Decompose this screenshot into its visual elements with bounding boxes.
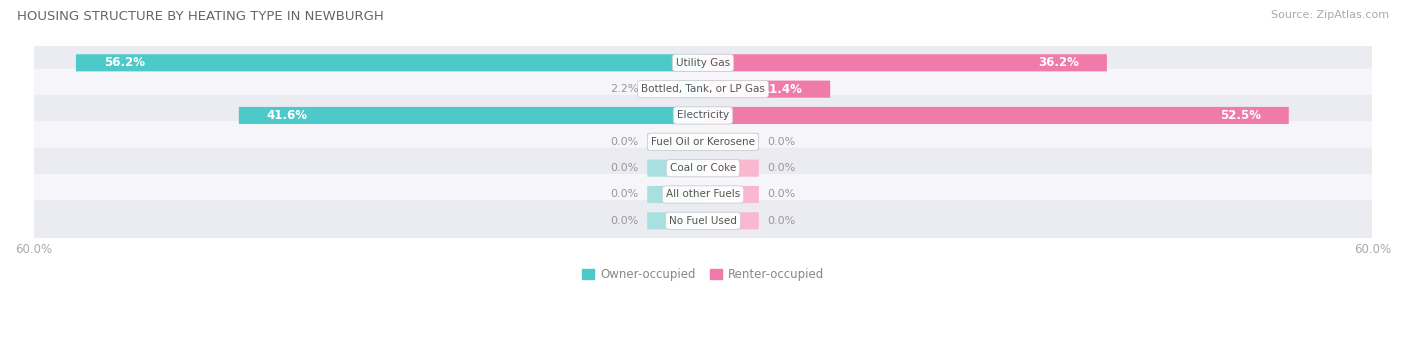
- Text: 56.2%: 56.2%: [104, 56, 145, 69]
- Text: 0.0%: 0.0%: [768, 163, 796, 173]
- Text: 0.0%: 0.0%: [768, 190, 796, 199]
- Text: Source: ZipAtlas.com: Source: ZipAtlas.com: [1271, 10, 1389, 20]
- FancyBboxPatch shape: [30, 69, 1376, 110]
- FancyBboxPatch shape: [647, 186, 703, 203]
- FancyBboxPatch shape: [30, 174, 1376, 215]
- Text: 0.0%: 0.0%: [768, 216, 796, 226]
- FancyBboxPatch shape: [30, 42, 1376, 83]
- Text: HOUSING STRUCTURE BY HEATING TYPE IN NEWBURGH: HOUSING STRUCTURE BY HEATING TYPE IN NEW…: [17, 10, 384, 23]
- Text: Electricity: Electricity: [676, 110, 730, 120]
- FancyBboxPatch shape: [679, 80, 703, 98]
- FancyBboxPatch shape: [647, 212, 703, 229]
- FancyBboxPatch shape: [239, 107, 703, 124]
- FancyBboxPatch shape: [703, 186, 759, 203]
- FancyBboxPatch shape: [647, 133, 703, 150]
- Text: No Fuel Used: No Fuel Used: [669, 216, 737, 226]
- FancyBboxPatch shape: [703, 160, 759, 177]
- Text: 0.0%: 0.0%: [768, 137, 796, 147]
- FancyBboxPatch shape: [30, 200, 1376, 241]
- FancyBboxPatch shape: [30, 148, 1376, 189]
- FancyBboxPatch shape: [647, 160, 703, 177]
- Text: Utility Gas: Utility Gas: [676, 58, 730, 68]
- Text: All other Fuels: All other Fuels: [666, 190, 740, 199]
- Text: 2.2%: 2.2%: [610, 84, 638, 94]
- Legend: Owner-occupied, Renter-occupied: Owner-occupied, Renter-occupied: [578, 263, 828, 286]
- Text: 52.5%: 52.5%: [1220, 109, 1261, 122]
- Text: Fuel Oil or Kerosene: Fuel Oil or Kerosene: [651, 137, 755, 147]
- FancyBboxPatch shape: [703, 133, 759, 150]
- FancyBboxPatch shape: [703, 54, 1107, 71]
- FancyBboxPatch shape: [703, 212, 759, 229]
- Text: 0.0%: 0.0%: [610, 190, 638, 199]
- FancyBboxPatch shape: [30, 121, 1376, 162]
- Text: 11.4%: 11.4%: [762, 83, 803, 95]
- Text: Coal or Coke: Coal or Coke: [669, 163, 737, 173]
- Text: 41.6%: 41.6%: [267, 109, 308, 122]
- FancyBboxPatch shape: [30, 95, 1376, 136]
- Text: Bottled, Tank, or LP Gas: Bottled, Tank, or LP Gas: [641, 84, 765, 94]
- FancyBboxPatch shape: [703, 80, 830, 98]
- Text: 0.0%: 0.0%: [610, 163, 638, 173]
- Text: 0.0%: 0.0%: [610, 216, 638, 226]
- Text: 36.2%: 36.2%: [1038, 56, 1078, 69]
- FancyBboxPatch shape: [703, 107, 1289, 124]
- Text: 0.0%: 0.0%: [610, 137, 638, 147]
- FancyBboxPatch shape: [76, 54, 703, 71]
